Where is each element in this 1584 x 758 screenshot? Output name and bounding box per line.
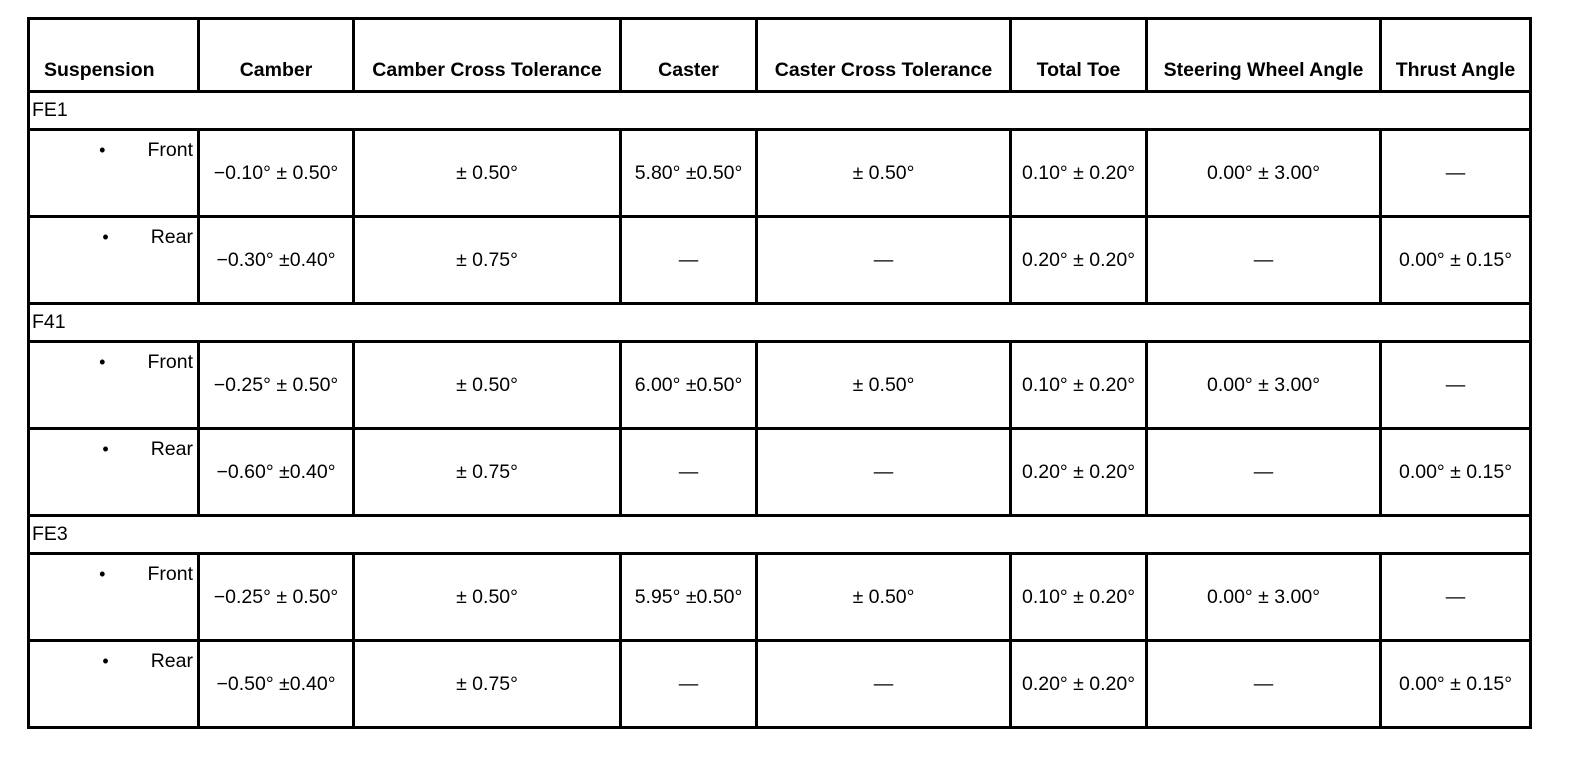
camber-cell: −0.25° ± 0.50°	[197, 340, 355, 430]
caster-cell: —	[619, 639, 758, 729]
suspension-position-cell: • Front	[27, 552, 200, 642]
total-toe-cell: 0.20° ± 0.20°	[1009, 639, 1148, 729]
group-name: F41	[27, 302, 1532, 343]
camber-cell: −0.25° ± 0.50°	[197, 552, 355, 642]
caster-cell: 5.80° ±0.50°	[619, 128, 758, 218]
caster-cross-tolerance-cell: —	[755, 427, 1012, 517]
total-toe-cell: 0.10° ± 0.20°	[1009, 552, 1148, 642]
position-label: Front	[147, 139, 193, 161]
steering-wheel-angle-cell: —	[1145, 215, 1382, 305]
suspension-position-cell: • Rear	[27, 639, 200, 729]
header-camber-cross-tolerance: Camber Cross Tolerance	[352, 17, 622, 93]
suspension-position-cell: • Front	[27, 340, 200, 430]
thrust-angle-cell: —	[1379, 128, 1532, 218]
caster-cell: 5.95° ±0.50°	[619, 552, 758, 642]
bullet-icon: •	[99, 352, 106, 372]
header-steering-wheel-angle: Steering Wheel Angle	[1145, 17, 1382, 93]
total-toe-cell: 0.20° ± 0.20°	[1009, 427, 1148, 517]
thrust-angle-cell: 0.00° ± 0.15°	[1379, 215, 1532, 305]
steering-wheel-angle-cell: 0.00° ± 3.00°	[1145, 552, 1382, 642]
table-row: • Front −0.25° ± 0.50° ± 0.50° 6.00° ±0.50° ±…	[27, 340, 1532, 430]
table-row: • Front −0.25° ± 0.50° ± 0.50° 5.95° ±0.50° ±…	[27, 552, 1532, 642]
caster-cross-tolerance-cell: ± 0.50°	[755, 552, 1012, 642]
caster-cross-tolerance-cell: —	[755, 639, 1012, 729]
camber-cross-tolerance-cell: ± 0.50°	[352, 340, 622, 430]
camber-cross-tolerance-cell: ± 0.75°	[352, 215, 622, 305]
header-suspension: Suspension	[27, 17, 200, 93]
header-caster: Caster	[619, 17, 758, 93]
camber-cell: −0.50° ±0.40°	[197, 639, 355, 729]
position-label: Front	[147, 563, 193, 585]
total-toe-cell: 0.10° ± 0.20°	[1009, 340, 1148, 430]
caster-cross-tolerance-cell: ± 0.50°	[755, 340, 1012, 430]
position-label: Front	[147, 351, 193, 373]
total-toe-cell: 0.20° ± 0.20°	[1009, 215, 1148, 305]
total-toe-cell: 0.10° ± 0.20°	[1009, 128, 1148, 218]
group-row: FE1	[27, 90, 1532, 131]
table-row: • Rear −0.30° ±0.40° ± 0.75° — —0.20° ± 0.20°…	[27, 215, 1532, 305]
suspension-position-cell: • Rear	[27, 215, 200, 305]
camber-cross-tolerance-cell: ± 0.50°	[352, 552, 622, 642]
camber-cell: −0.60° ±0.40°	[197, 427, 355, 517]
group-row: F41	[27, 302, 1532, 343]
caster-cell: —	[619, 215, 758, 305]
header-thrust-angle: Thrust Angle	[1379, 17, 1532, 93]
camber-cross-tolerance-cell: ± 0.50°	[352, 128, 622, 218]
camber-cross-tolerance-cell: ± 0.75°	[352, 427, 622, 517]
alignment-spec-table: Suspension Camber Camber Cross Tolerance Ca…	[27, 17, 1532, 729]
suspension-position-cell: • Front	[27, 128, 200, 218]
bullet-icon: •	[99, 140, 106, 160]
camber-cell: −0.10° ± 0.50°	[197, 128, 355, 218]
table-row: • Rear −0.50° ±0.40° ± 0.75° — —0.20° ± 0.20°…	[27, 639, 1532, 729]
table-row: • Front −0.10° ± 0.50° ± 0.50° 5.80° ±0.50° ±…	[27, 128, 1532, 218]
thrust-angle-cell: —	[1379, 340, 1532, 430]
camber-cross-tolerance-cell: ± 0.75°	[352, 639, 622, 729]
bullet-icon: •	[102, 439, 109, 459]
header-row: Suspension Camber Camber Cross Tolerance Ca…	[27, 17, 1532, 93]
header-total-toe: Total Toe	[1009, 17, 1148, 93]
thrust-angle-cell: —	[1379, 552, 1532, 642]
bullet-icon: •	[99, 564, 106, 584]
steering-wheel-angle-cell: 0.00° ± 3.00°	[1145, 128, 1382, 218]
steering-wheel-angle-cell: —	[1145, 639, 1382, 729]
header-caster-cross-tolerance: Caster Cross Tolerance	[755, 17, 1012, 93]
bullet-icon: •	[102, 227, 109, 247]
group-row: FE3	[27, 514, 1532, 555]
steering-wheel-angle-cell: 0.00° ± 3.00°	[1145, 340, 1382, 430]
table-row: • Rear −0.60° ±0.40° ± 0.75° — —0.20° ± 0.20°…	[27, 427, 1532, 517]
caster-cross-tolerance-cell: —	[755, 215, 1012, 305]
position-label: Rear	[150, 226, 193, 248]
caster-cell: 6.00° ±0.50°	[619, 340, 758, 430]
position-label: Rear	[150, 438, 193, 460]
header-camber: Camber	[197, 17, 355, 93]
thrust-angle-cell: 0.00° ± 0.15°	[1379, 427, 1532, 517]
steering-wheel-angle-cell: —	[1145, 427, 1382, 517]
group-name: FE1	[27, 90, 1532, 131]
thrust-angle-cell: 0.00° ± 0.15°	[1379, 639, 1532, 729]
suspension-position-cell: • Rear	[27, 427, 200, 517]
position-label: Rear	[150, 650, 193, 672]
camber-cell: −0.30° ±0.40°	[197, 215, 355, 305]
bullet-icon: •	[102, 651, 109, 671]
caster-cell: —	[619, 427, 758, 517]
caster-cross-tolerance-cell: ± 0.50°	[755, 128, 1012, 218]
group-name: FE3	[27, 514, 1532, 555]
